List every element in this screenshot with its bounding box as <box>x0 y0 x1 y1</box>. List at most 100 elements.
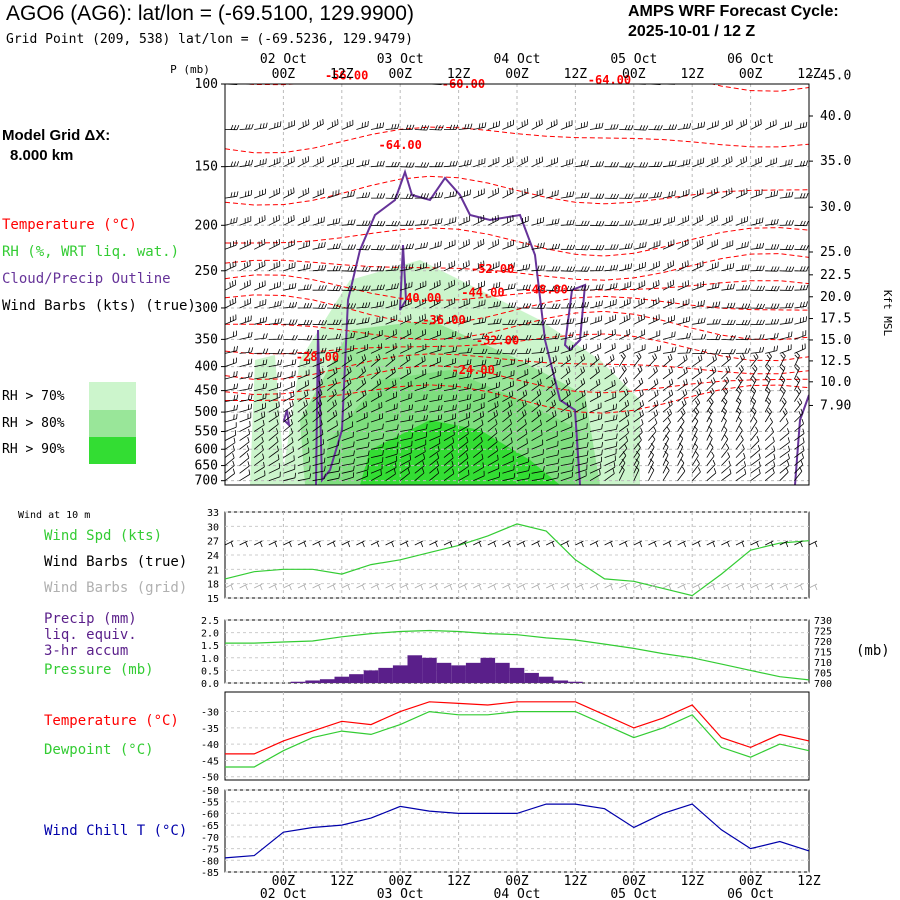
wind-barb <box>779 266 795 272</box>
wind-barb <box>341 345 355 354</box>
wind-barb <box>458 215 471 226</box>
wind-barb <box>253 445 264 458</box>
wind-barb <box>370 433 385 441</box>
wind-barb <box>429 468 440 482</box>
wind-barb <box>575 433 589 441</box>
wind-barb <box>531 458 545 466</box>
wind-barb <box>297 348 313 354</box>
wind-barb <box>706 434 713 450</box>
wind-barb <box>721 262 735 272</box>
precip-tick-label: 1.5 <box>201 641 219 652</box>
wind-barb <box>458 445 469 458</box>
wind-barb <box>677 354 688 367</box>
wind-barb <box>414 313 426 325</box>
wind-barb <box>487 391 500 402</box>
wind-barb <box>414 162 430 168</box>
wind-barb <box>619 343 631 354</box>
wind-barb <box>429 329 441 340</box>
wind-barb <box>253 462 265 474</box>
wind-barb <box>400 447 412 458</box>
wind-barb <box>560 120 573 130</box>
wind-barb <box>312 389 323 402</box>
surface-wind-barb-grid <box>239 583 248 591</box>
wind-barb <box>808 389 809 391</box>
wind-speed-tick-label: 33 <box>207 508 219 519</box>
surface-wind-barb-true <box>443 540 453 548</box>
wind-barb <box>297 379 309 391</box>
wind-barb <box>225 422 237 432</box>
wind-barb <box>575 343 587 354</box>
wind-barb <box>721 434 729 450</box>
wind-barb <box>414 439 427 450</box>
wind-barb <box>648 217 662 226</box>
wind-barb <box>254 260 266 272</box>
wind-barb <box>794 160 808 168</box>
wind-barb <box>721 348 736 355</box>
wind-barb <box>662 190 676 199</box>
wind-barb <box>341 119 354 130</box>
wind-barb <box>721 187 733 199</box>
wind-barb <box>633 125 649 131</box>
wind-barb <box>619 220 634 226</box>
wind-barb <box>662 239 675 250</box>
wind-barb <box>370 413 384 423</box>
precip-bar <box>422 657 437 683</box>
wind-barb <box>443 239 456 250</box>
temperature-contour <box>225 364 809 396</box>
wind-barb <box>662 346 677 354</box>
wind-barb <box>473 260 485 272</box>
wind-barb <box>575 442 589 450</box>
wind-barb <box>619 162 634 168</box>
wind-barb <box>399 354 411 367</box>
wind-barb <box>575 159 589 168</box>
wind-barb <box>502 409 513 423</box>
wind-barb <box>546 440 559 450</box>
windchill-tick-label: -50 <box>201 786 219 797</box>
wind-barb <box>692 121 705 130</box>
wind-barb <box>429 240 442 250</box>
wind-barb <box>560 389 571 402</box>
wind-barb <box>633 427 643 441</box>
wind-barb <box>356 378 367 391</box>
wind-speed-line <box>224 523 810 597</box>
wind-barb <box>560 432 574 441</box>
wind-barb <box>794 428 805 441</box>
wind-barb <box>531 242 545 250</box>
wind-barb <box>560 421 573 432</box>
wind-barb <box>560 285 576 292</box>
bottom-time-tick-label: 12Z <box>447 874 471 889</box>
wind-barb <box>370 122 385 130</box>
temperature-contour <box>225 384 809 414</box>
surface-wind-barb-grid <box>589 583 599 591</box>
wind-barb <box>648 240 661 250</box>
wind-barb <box>487 187 499 199</box>
wind-barb <box>604 424 618 432</box>
wind-barb <box>312 466 326 474</box>
surface-wind-barb-true <box>706 540 716 548</box>
wind-barb <box>253 436 264 450</box>
wind-barb <box>341 244 356 250</box>
wind-barb <box>794 330 807 340</box>
wind-barb <box>531 265 546 272</box>
wind-barb <box>400 343 412 354</box>
wind-barb <box>399 468 410 482</box>
wind-barb <box>458 159 472 168</box>
wind-barb <box>327 285 342 292</box>
wind-barb <box>750 461 761 474</box>
wind-barb <box>779 302 794 309</box>
wind-barb <box>589 456 602 466</box>
wind-barb <box>750 407 757 423</box>
surface-wind-barb-true <box>575 540 584 548</box>
height-tick-label: 15.0 <box>820 333 851 348</box>
wind-barb <box>516 465 530 474</box>
wind-barb <box>575 301 589 309</box>
wind-barb <box>326 420 338 432</box>
wind-barb <box>589 378 601 391</box>
wind-barb <box>239 412 252 423</box>
wind-barb <box>633 241 647 250</box>
wind-barb <box>662 260 675 272</box>
wind-barb <box>560 458 574 466</box>
wind-barb <box>502 418 512 432</box>
wind-barb <box>502 358 516 367</box>
wind-barb <box>706 214 718 226</box>
